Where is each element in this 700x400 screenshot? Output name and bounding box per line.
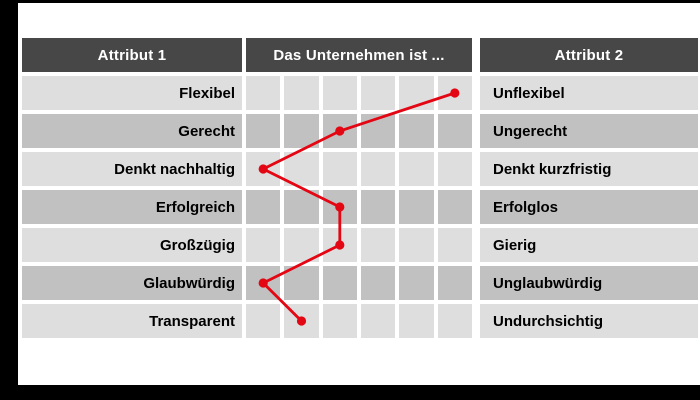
- attribute-right-label: Denkt kurzfristig: [480, 152, 698, 186]
- attribute-left-label: Großzügig: [22, 228, 242, 262]
- scale-cell: [284, 304, 319, 338]
- attribute-left-label: Denkt nachhaltig: [22, 152, 242, 186]
- attribute-left-label: Flexibel: [22, 76, 242, 110]
- scale-cell: [437, 304, 472, 338]
- scale-cell: [246, 152, 281, 186]
- scale-cell: [360, 152, 396, 186]
- scale-cell: [246, 304, 281, 338]
- scale-cell: [399, 76, 434, 110]
- scale-cell: [437, 76, 472, 110]
- scale-cell: [322, 114, 357, 148]
- scale-cell: [399, 228, 434, 262]
- scale-cell: [437, 114, 472, 148]
- attribute-right-label: Ungerecht: [480, 114, 698, 148]
- scale-cell: [360, 266, 396, 300]
- scale-cell: [284, 152, 319, 186]
- scale-cell: [322, 228, 357, 262]
- scale-cell: [284, 266, 319, 300]
- header-attribute-2: Attribut 2: [480, 38, 698, 72]
- scale-row: [246, 190, 472, 224]
- frame-top-bar: [0, 0, 700, 3]
- attribute-right-label: Gierig: [480, 228, 698, 262]
- scale-cell: [284, 228, 319, 262]
- scale-cell: [399, 266, 434, 300]
- scale-cell: [437, 190, 472, 224]
- scale-cell: [360, 190, 396, 224]
- scale-cell: [399, 114, 434, 148]
- scale-cell: [360, 76, 396, 110]
- attribute-right-label: Undurchsichtig: [480, 304, 698, 338]
- header-attribute-1: Attribut 1: [22, 38, 242, 72]
- scale-row: [246, 228, 472, 262]
- attribute-left-label: Glaubwürdig: [22, 266, 242, 300]
- scale-cell: [437, 228, 472, 262]
- scale-cell: [284, 76, 319, 110]
- attribute-right-label: Erfolglos: [480, 190, 698, 224]
- scale-row: [246, 152, 472, 186]
- scale-cell: [322, 190, 357, 224]
- scale-cell: [246, 114, 281, 148]
- scale-cell: [437, 152, 472, 186]
- spacer: [472, 38, 480, 72]
- frame-left-bar: [0, 0, 18, 400]
- scale-cell: [322, 152, 357, 186]
- scale-cell: [360, 304, 396, 338]
- attribute-left-label: Erfolgreich: [22, 190, 242, 224]
- scale-cell: [284, 114, 319, 148]
- scale-row: [246, 266, 472, 300]
- header-scale-title: Das Unternehmen ist ...: [246, 38, 472, 72]
- scale-cell: [360, 228, 396, 262]
- scale-row: [246, 304, 472, 338]
- scale-cell: [246, 190, 281, 224]
- scale-cell: [437, 266, 472, 300]
- scale-cell: [246, 228, 281, 262]
- scale-cell: [399, 304, 434, 338]
- attribute-left-label: Transparent: [22, 304, 242, 338]
- semantic-differential-table: Attribut 1 Das Unternehmen ist ... Attri…: [22, 38, 698, 338]
- frame-bottom-bar: [0, 385, 700, 400]
- scale-row: [246, 114, 472, 148]
- scale-cell: [322, 76, 357, 110]
- scale-cell: [360, 114, 396, 148]
- scale-row: [246, 76, 472, 110]
- scale-cell: [399, 190, 434, 224]
- attribute-right-label: Unflexibel: [480, 76, 698, 110]
- scale-cell: [246, 76, 281, 110]
- scale-cell: [322, 266, 357, 300]
- scale-cell: [399, 152, 434, 186]
- scale-cell: [284, 190, 319, 224]
- scale-cell: [322, 304, 357, 338]
- attribute-left-label: Gerecht: [22, 114, 242, 148]
- attribute-right-label: Unglaubwürdig: [480, 266, 698, 300]
- scale-cell: [246, 266, 281, 300]
